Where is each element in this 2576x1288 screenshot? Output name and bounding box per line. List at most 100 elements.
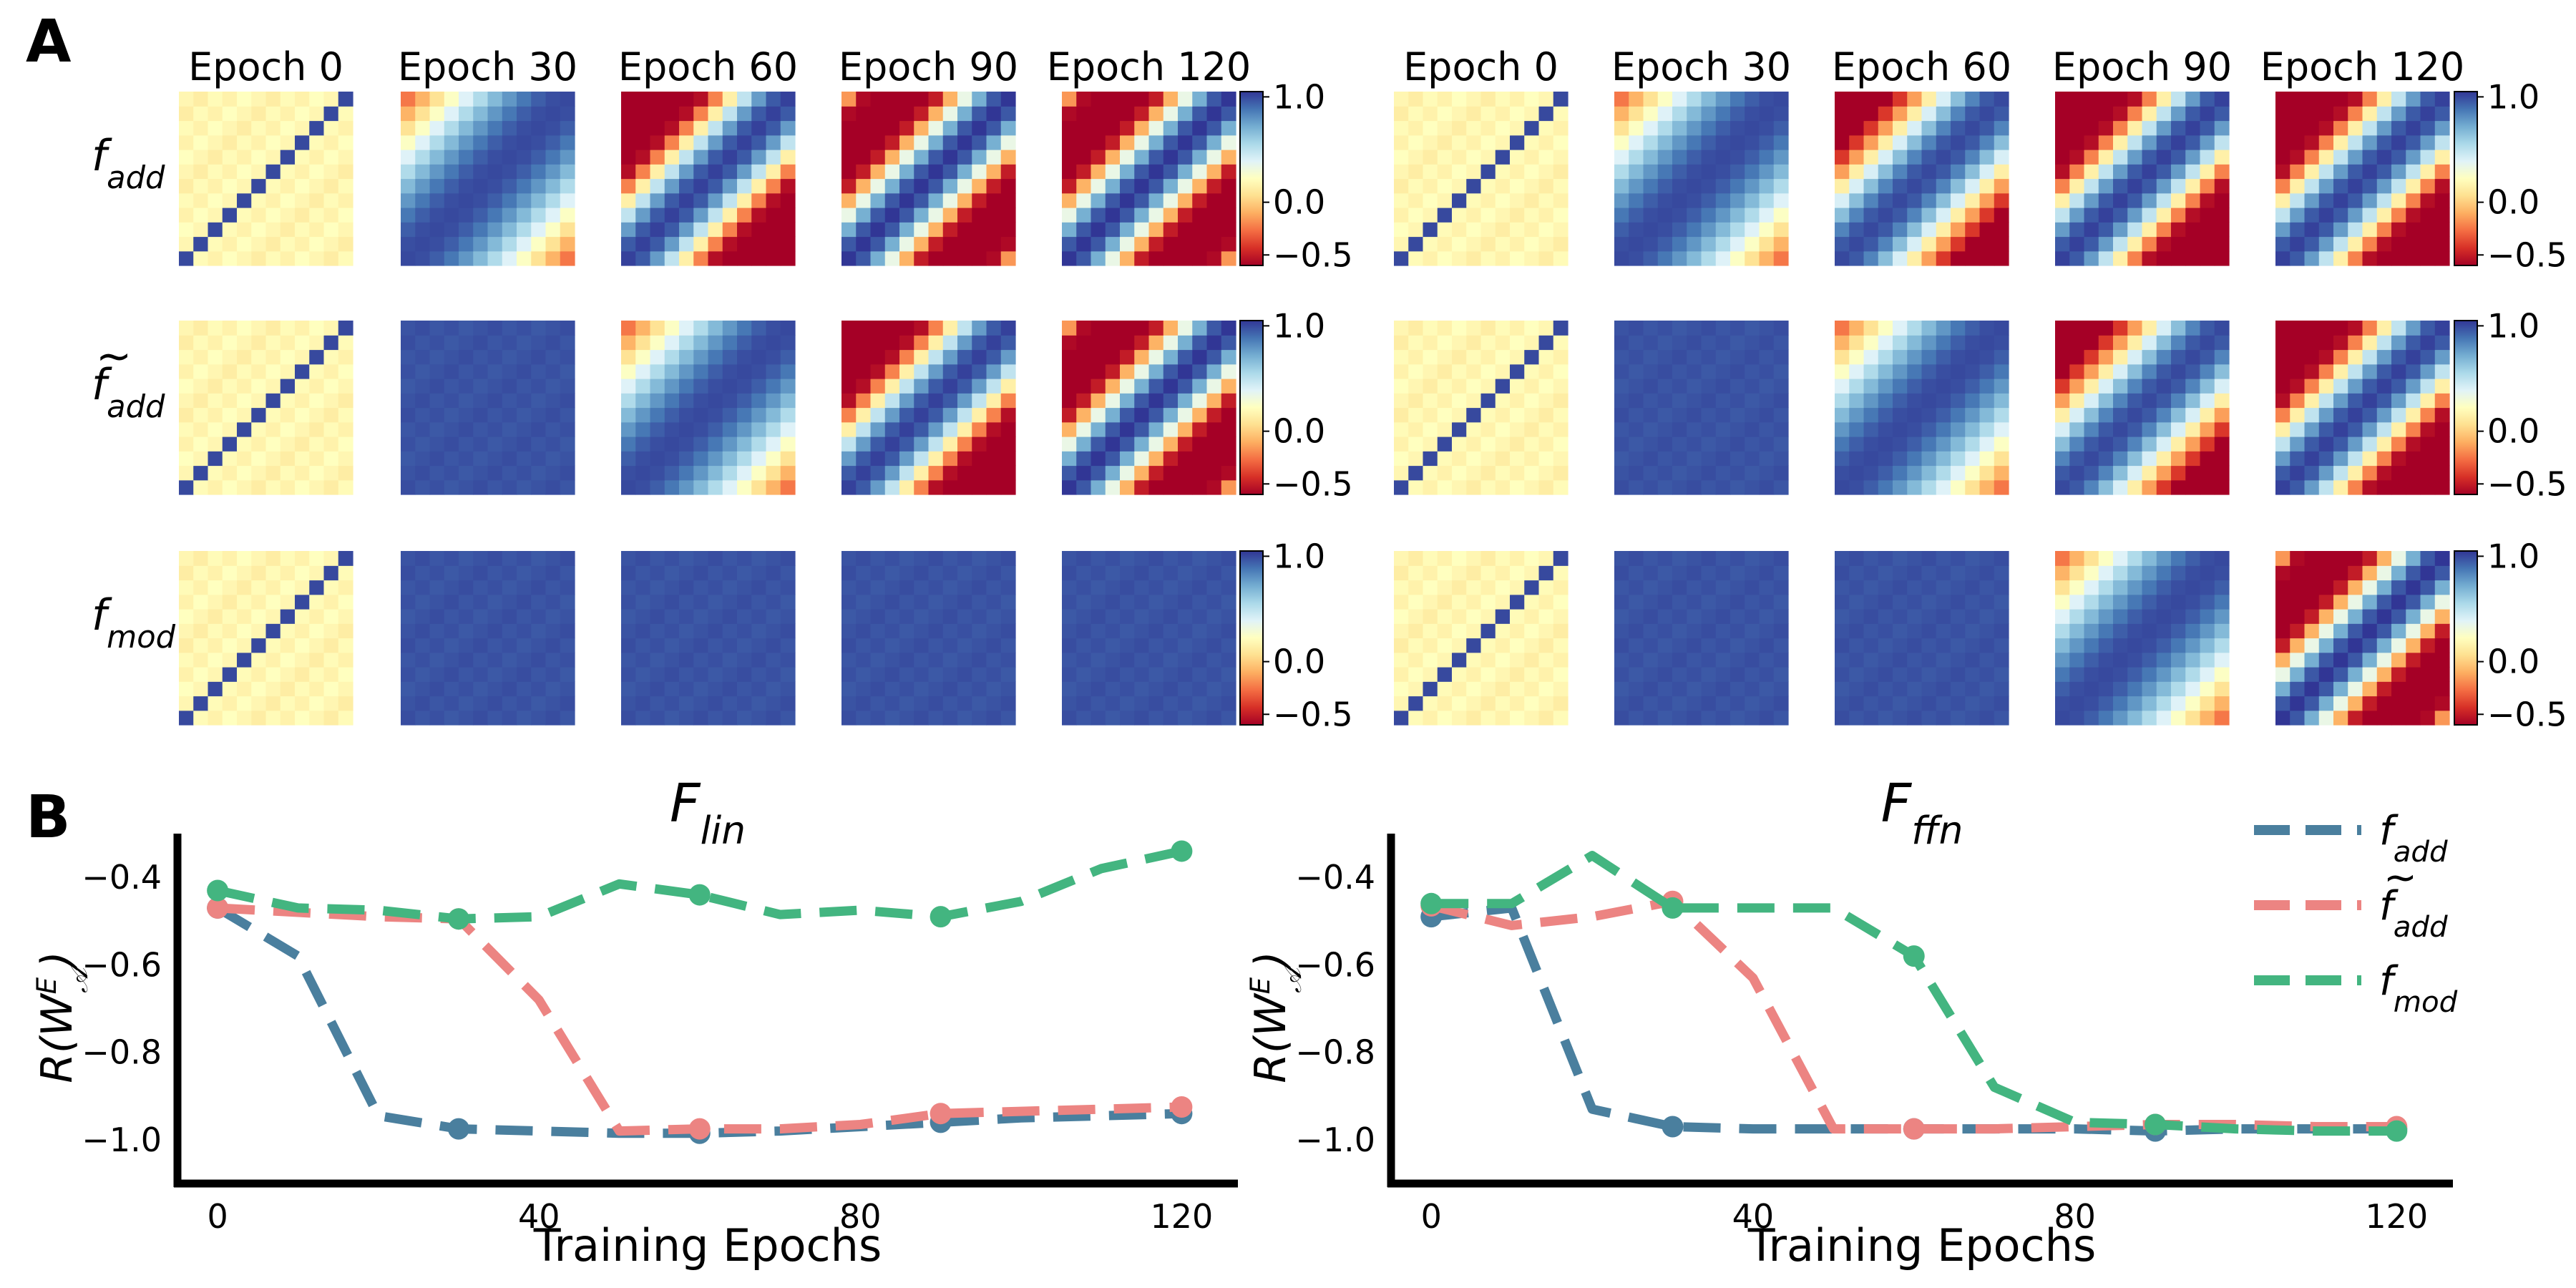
heatmap-cell <box>2275 465 2290 481</box>
heatmap-cell <box>884 465 900 481</box>
heatmap-cell <box>251 321 267 336</box>
heatmap-cell <box>2200 106 2215 122</box>
heatmap-cell <box>2098 250 2114 266</box>
heatmap-cell <box>841 565 857 581</box>
heatmap-cell <box>1979 580 1995 595</box>
heatmap-cell <box>2420 465 2436 481</box>
heatmap-cell <box>2185 150 2201 165</box>
heatmap-cell <box>621 565 636 581</box>
heatmap-cell <box>1120 192 1135 208</box>
heatmap-cell <box>2348 379 2363 394</box>
heatmap-cell <box>1672 667 1687 682</box>
heatmap-cell <box>1480 321 1496 336</box>
heatmap-cell <box>780 421 796 437</box>
heatmap-cell <box>1715 208 1731 223</box>
heatmap-F_lin-row0-epoch2 <box>621 92 796 266</box>
heatmap-cell <box>2185 135 2201 150</box>
heatmap-cell <box>265 135 281 150</box>
heatmap-cell <box>487 436 503 452</box>
heatmap-cell <box>531 178 547 194</box>
heatmap-cell <box>2055 623 2070 639</box>
heatmap-cell <box>986 222 1002 238</box>
heatmap-cell <box>928 364 944 379</box>
heatmap-cell <box>2113 451 2128 467</box>
heatmap-cell <box>2069 638 2085 653</box>
heatmap-cell <box>2142 551 2157 566</box>
heatmap-cell <box>1745 451 1760 467</box>
heatmap-cell <box>473 321 489 336</box>
heatmap-cell <box>1994 393 2009 409</box>
heatmap-cell <box>766 407 781 423</box>
heatmap-cell <box>338 379 353 394</box>
heatmap-cell <box>2420 609 2436 624</box>
heatmap-cell <box>884 638 900 653</box>
heatmap-cell <box>664 667 680 682</box>
heatmap-cell <box>751 236 767 252</box>
heatmap-cell <box>884 150 900 165</box>
heatmap-cell <box>517 436 532 452</box>
heatmap-cell <box>1524 652 1540 668</box>
heatmap-cell <box>2098 609 2114 624</box>
heatmap-cell <box>179 580 194 595</box>
heatmap-cell <box>1480 150 1496 165</box>
heatmap-cell <box>1657 92 1673 107</box>
heatmap-cell <box>1701 479 1717 495</box>
heatmap-cell <box>1715 349 1731 365</box>
heatmap-cell <box>884 236 900 252</box>
heatmap-cell <box>928 349 944 365</box>
heatmap-cell <box>1480 580 1496 595</box>
heatmap-cell <box>338 623 353 639</box>
heatmap-cell <box>635 652 651 668</box>
heatmap-cell <box>986 407 1002 423</box>
heatmap-cell <box>2434 407 2450 423</box>
heatmap-cell <box>737 638 752 653</box>
heatmap-cell <box>2333 652 2348 668</box>
y-tick-label: −0.4 <box>82 858 162 897</box>
heatmap-cell <box>2376 652 2392 668</box>
heatmap-cell <box>444 638 459 653</box>
data-point <box>930 1103 952 1125</box>
heatmap-cell <box>737 436 752 452</box>
heatmap-cell <box>1715 222 1731 238</box>
heatmap-cell <box>2069 120 2085 136</box>
heatmap-cell <box>531 349 547 365</box>
heatmap-cell <box>338 164 353 180</box>
heatmap-cell <box>1163 551 1179 566</box>
heatmap-cell <box>1657 135 1673 150</box>
heatmap-cell <box>415 451 431 467</box>
heatmap-cell <box>222 349 238 365</box>
heatmap-cell <box>621 436 636 452</box>
heatmap-cell <box>1510 349 1525 365</box>
heatmap-cell <box>928 178 944 194</box>
heatmap-cell <box>309 92 325 107</box>
heatmap-cell <box>2098 393 2114 409</box>
heatmap-cell <box>899 479 914 495</box>
heatmap-cell <box>1423 92 1438 107</box>
heatmap-cell <box>621 164 636 180</box>
heatmap-cell <box>1614 451 1629 467</box>
heatmap-cell <box>1643 135 1659 150</box>
heatmap-cell <box>265 250 281 266</box>
heatmap-cell <box>531 681 547 697</box>
heatmap-cell <box>870 638 886 653</box>
heatmap-cell <box>708 192 723 208</box>
heatmap-cell <box>444 150 459 165</box>
heatmap-cell <box>1965 451 1981 467</box>
heatmap-cell <box>1423 696 1438 711</box>
heatmap-cell <box>1672 192 1687 208</box>
heatmap-cell <box>870 192 886 208</box>
heatmap-cell <box>1105 208 1121 223</box>
heatmap-cell <box>1849 580 1865 595</box>
heatmap-cell <box>2362 609 2378 624</box>
heatmap-cell <box>295 120 310 136</box>
heatmap-cell <box>265 178 281 194</box>
heatmap-cell <box>2348 451 2363 467</box>
heatmap-cell <box>251 208 267 223</box>
heatmap-cell <box>780 364 796 379</box>
heatmap-cell <box>2084 349 2099 365</box>
heatmap-cell <box>1062 551 1077 566</box>
heatmap-cell <box>664 150 680 165</box>
heatmap-cell <box>2318 565 2334 581</box>
heatmap-cell <box>193 609 209 624</box>
heatmap-cell <box>2362 710 2378 726</box>
